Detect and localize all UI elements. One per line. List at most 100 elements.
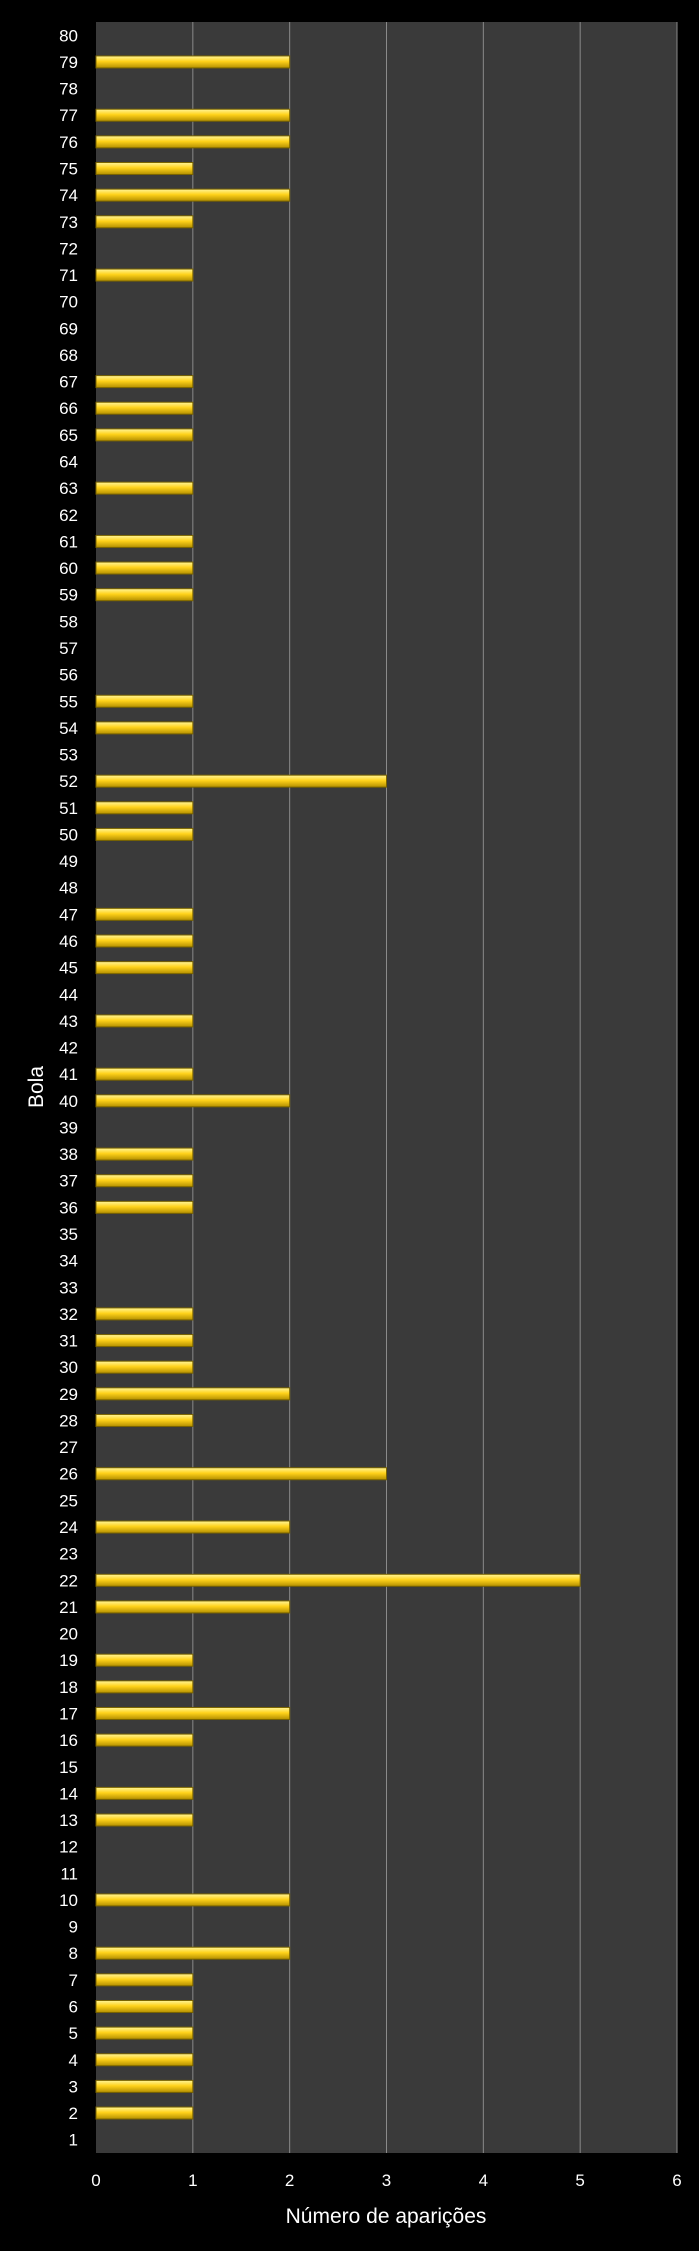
- bar-bola-67: [95, 375, 194, 389]
- y-tick-label: 56: [59, 666, 78, 685]
- y-tick-label: 28: [59, 1411, 78, 1430]
- bar-bola-43: [95, 1014, 194, 1028]
- y-tick-labels: 1234567891011121314151617181920212223242…: [59, 26, 78, 2149]
- y-tick-label: 6: [69, 1997, 78, 2016]
- y-tick-label: 12: [59, 1838, 78, 1857]
- y-tick-label: 22: [59, 1571, 78, 1590]
- bar-bola-61: [95, 534, 194, 548]
- y-tick-label: 49: [59, 852, 78, 871]
- y-tick-label: 74: [59, 186, 78, 205]
- x-axis-label: Número de aparições: [286, 2205, 487, 2228]
- y-tick-label: 67: [59, 373, 78, 392]
- bar-bola-54: [95, 721, 194, 735]
- y-tick-label: 41: [59, 1065, 78, 1084]
- y-tick-label: 29: [59, 1385, 78, 1404]
- x-tick-label: 5: [575, 2171, 584, 2190]
- bars: [95, 55, 581, 2120]
- bar-bola-2: [95, 2106, 194, 2120]
- y-tick-label: 1: [69, 2131, 78, 2150]
- y-tick-label: 55: [59, 692, 78, 711]
- bar-bola-28: [95, 1413, 194, 1427]
- y-tick-label: 64: [59, 453, 78, 472]
- y-tick-label: 46: [59, 932, 78, 951]
- bar-bola-50: [95, 827, 194, 841]
- y-tick-label: 9: [69, 1918, 78, 1937]
- x-tick-label: 1: [188, 2171, 197, 2190]
- bar-bola-71: [95, 268, 194, 282]
- y-tick-label: 34: [59, 1252, 78, 1271]
- y-tick-label: 10: [59, 1891, 78, 1910]
- bar-bola-40: [95, 1094, 291, 1108]
- bar-bola-29: [95, 1387, 291, 1401]
- bar-bola-24: [95, 1520, 291, 1534]
- y-tick-label: 11: [60, 1864, 78, 1883]
- y-tick-label: 8: [69, 1944, 78, 1963]
- y-tick-label: 58: [59, 612, 78, 631]
- bar-bola-5: [95, 2026, 194, 2040]
- x-tick-label: 6: [672, 2171, 681, 2190]
- y-tick-label: 80: [59, 26, 78, 45]
- y-tick-label: 27: [59, 1438, 78, 1457]
- bar-bola-63: [95, 481, 194, 495]
- bar-bola-60: [95, 561, 194, 575]
- bar-bola-17: [95, 1706, 291, 1720]
- bar-bola-4: [95, 2053, 194, 2067]
- y-tick-label: 79: [59, 53, 78, 72]
- y-tick-label: 76: [59, 133, 78, 152]
- y-tick-label: 30: [59, 1358, 78, 1377]
- bar-bola-26: [95, 1467, 387, 1481]
- y-tick-label: 33: [59, 1278, 78, 1297]
- bar-bola-8: [95, 1946, 291, 1960]
- bar-bola-66: [95, 401, 194, 415]
- y-tick-label: 20: [59, 1625, 78, 1644]
- y-tick-label: 32: [59, 1305, 78, 1324]
- y-tick-label: 51: [59, 799, 78, 818]
- y-tick-label: 15: [59, 1758, 78, 1777]
- y-tick-label: 61: [59, 532, 78, 551]
- y-tick-label: 42: [59, 1039, 78, 1058]
- y-tick-label: 50: [59, 825, 78, 844]
- y-tick-label: 26: [59, 1465, 78, 1484]
- y-tick-label: 4: [69, 2051, 78, 2070]
- y-tick-label: 37: [59, 1172, 78, 1191]
- y-tick-label: 70: [59, 293, 78, 312]
- bar-bola-21: [95, 1600, 291, 1614]
- x-tick-label: 2: [285, 2171, 294, 2190]
- y-tick-label: 77: [59, 106, 78, 125]
- bar-bola-55: [95, 694, 194, 708]
- y-tick-label: 19: [59, 1651, 78, 1670]
- y-tick-label: 18: [59, 1678, 78, 1697]
- y-tick-label: 40: [59, 1092, 78, 1111]
- bar-bola-79: [95, 55, 291, 69]
- bar-bola-18: [95, 1680, 194, 1694]
- bar-bola-19: [95, 1653, 194, 1667]
- y-tick-label: 53: [59, 746, 78, 765]
- y-tick-label: 65: [59, 426, 78, 445]
- bar-bola-6: [95, 1999, 194, 2013]
- y-tick-label: 60: [59, 559, 78, 578]
- x-tick-label: 0: [91, 2171, 100, 2190]
- bar-bola-51: [95, 801, 194, 815]
- bar-bola-7: [95, 1973, 194, 1987]
- bar-bola-73: [95, 215, 194, 229]
- y-tick-label: 71: [59, 266, 78, 285]
- bar-bola-14: [95, 1786, 194, 1800]
- y-tick-label: 35: [59, 1225, 78, 1244]
- y-tick-label: 69: [59, 319, 78, 338]
- bar-bola-59: [95, 588, 194, 602]
- y-tick-label: 44: [59, 985, 78, 1004]
- y-tick-label: 43: [59, 1012, 78, 1031]
- y-tick-label: 24: [59, 1518, 78, 1537]
- bar-bola-30: [95, 1360, 194, 1374]
- bar-bola-22: [95, 1573, 581, 1587]
- bar-bola-41: [95, 1067, 194, 1081]
- y-tick-label: 78: [59, 80, 78, 99]
- y-tick-label: 38: [59, 1145, 78, 1164]
- y-tick-label: 39: [59, 1118, 78, 1137]
- bar-bola-65: [95, 428, 194, 442]
- bar-bola-76: [95, 135, 291, 149]
- y-tick-label: 54: [59, 719, 78, 738]
- bar-bola-37: [95, 1174, 194, 1188]
